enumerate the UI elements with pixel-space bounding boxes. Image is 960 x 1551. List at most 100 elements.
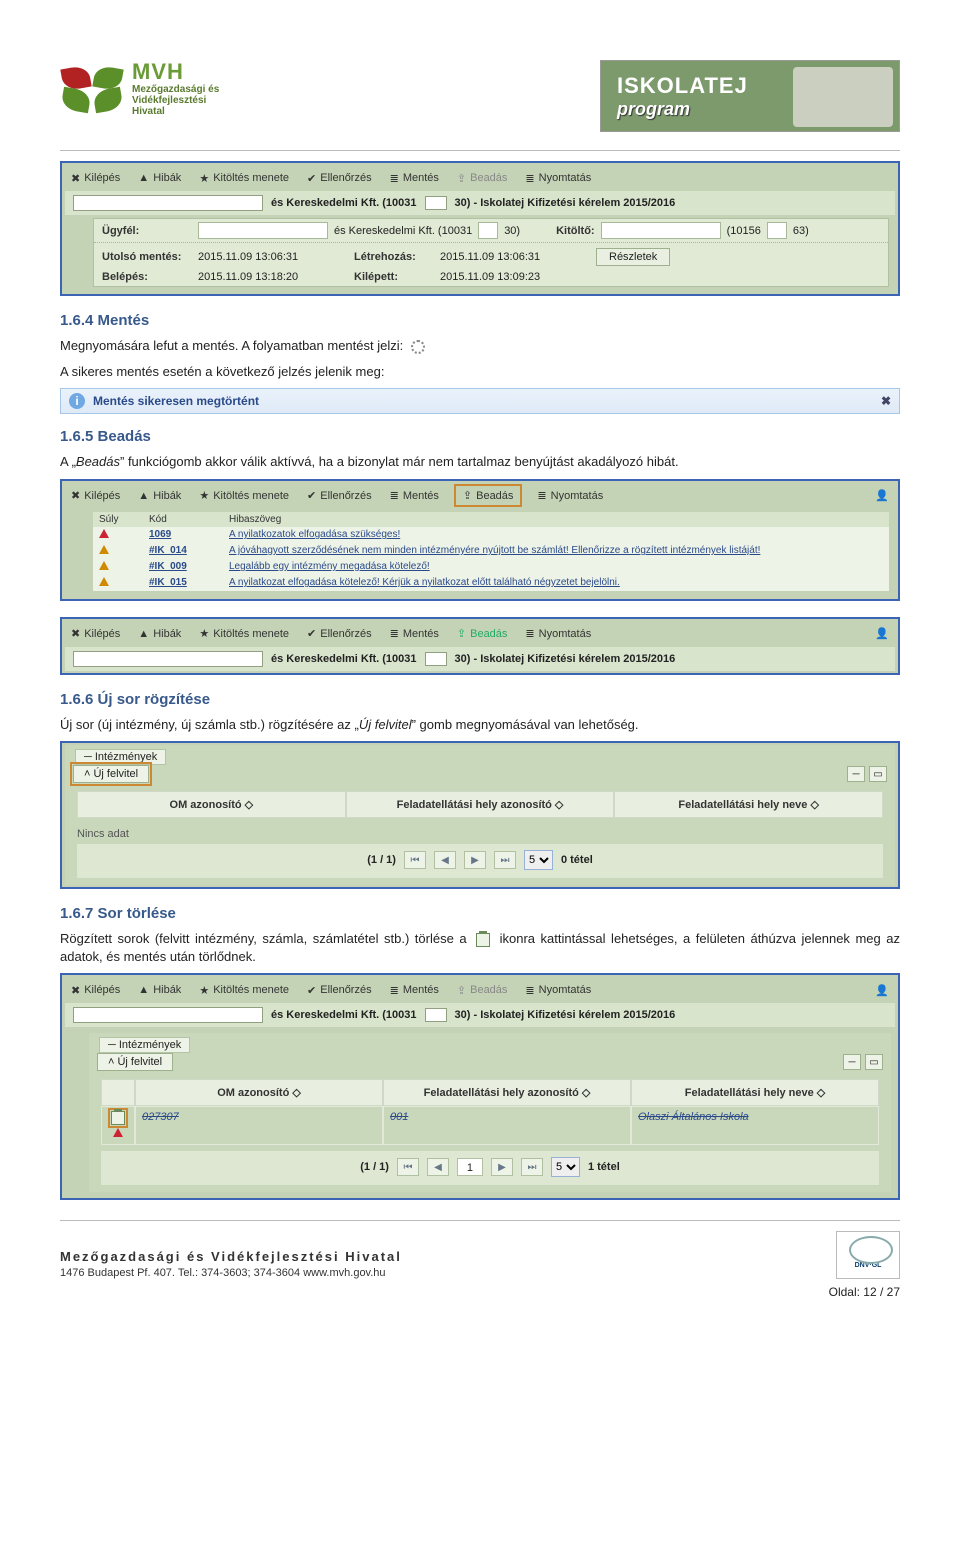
pager-count: 1 tétel (588, 1161, 620, 1173)
grid-col-fa[interactable]: Feladatellátási hely azonosító ◇ (383, 1079, 631, 1106)
masked-field (198, 222, 328, 239)
screenshot-beadas-active: ✖ Kilépés ▲ Hibák ★ Kitöltés menete ✔ El… (60, 617, 900, 675)
para-164a: Megnyomására lefut a mentés. A folyamatb… (60, 337, 900, 355)
menu-ellenorzes[interactable]: ✔ Ellenőrzés (307, 489, 372, 502)
masked-field (425, 1008, 447, 1022)
grid-col-name[interactable]: Feladatellátási hely neve ◇ (614, 791, 883, 818)
save-msg-text: Mentés sikeresen megtörtént (93, 394, 259, 408)
uj-felvitel-button[interactable]: ˄ Új felvitel (97, 1053, 173, 1071)
heading-166: 1.6.6 Új sor rögzítése (60, 691, 900, 708)
menu-mentes[interactable]: ≣ Mentés (390, 489, 439, 502)
page-header: MVH Mezőgazdasági és Vidékfejlesztési Hi… (60, 60, 900, 132)
menu-nyomtatas[interactable]: ≣ Nyomtatás (525, 984, 591, 997)
value-kilepett: 2015.11.09 13:09:23 (440, 271, 590, 283)
dnv-logo: DNV·GL (836, 1231, 900, 1279)
col-suly: Súly (93, 512, 143, 527)
pager-last[interactable]: ⏭ (494, 851, 516, 869)
ugyfel-text: 30) (504, 225, 520, 237)
menu-ellenorzes[interactable]: ✔ Ellenőrzés (307, 172, 372, 185)
kitolto-text: 63) (793, 225, 809, 237)
page-number: Oldal: 12 / 27 (60, 1285, 900, 1299)
expand-all-button[interactable]: ▭ (869, 766, 887, 782)
reszletek-button[interactable]: Részletek (596, 248, 670, 266)
pager-range: (1 / 1) (367, 854, 396, 866)
panel-toggle[interactable]: ─ Intézmények (99, 1037, 190, 1053)
kitolto-text: (10156 (727, 225, 761, 237)
banner-title: ISKOLATEJ (617, 73, 748, 99)
masked-field (478, 222, 498, 239)
menu-mentes[interactable]: ≣ Mentés (390, 172, 439, 185)
cell-fa: 001 (383, 1106, 631, 1145)
pager-page-input[interactable]: 1 (457, 1158, 483, 1176)
menu-beadas-highlighted[interactable]: ⇪ Beadás (457, 487, 520, 504)
mvh-logo-sub: Hivatal (132, 106, 219, 117)
pager-pagesize[interactable]: 5 (551, 1157, 580, 1177)
menu-mentes[interactable]: ≣ Mentés (390, 984, 439, 997)
menu-kilepes[interactable]: ✖ Kilépés (71, 489, 120, 502)
menu-ellenorzes[interactable]: ✔ Ellenőrzés (307, 984, 372, 997)
menu-beadas: ⇪ Beadás (457, 172, 508, 185)
iskolatej-banner: ISKOLATEJ program (600, 60, 900, 132)
pager-first[interactable]: ⏮ (404, 851, 426, 869)
info-panel: Ügyfél: és Kereskedelmi Kft. (10031 30) … (93, 218, 889, 287)
menu-kilepes[interactable]: ✖ Kilépés (71, 984, 120, 997)
menu-beadas-active[interactable]: ⇪ Beadás (457, 627, 508, 640)
value-utolso: 2015.11.09 13:06:31 (198, 251, 348, 263)
menu-mentes[interactable]: ≣ Mentés (390, 627, 439, 640)
masked-field (73, 651, 263, 667)
pager-next[interactable]: ▶ (491, 1158, 513, 1176)
expand-all-button[interactable]: ▭ (865, 1054, 883, 1070)
heading-165: 1.6.5 Beadás (60, 428, 900, 445)
menu-kitoltes[interactable]: ★ Kitöltés menete (199, 627, 289, 640)
col-kod: Kód (143, 512, 223, 527)
user-icon[interactable]: 👤 (875, 627, 889, 640)
grid-col-om[interactable]: OM azonosító ◇ (135, 1079, 383, 1106)
menu-ellenorzes[interactable]: ✔ Ellenőrzés (307, 627, 372, 640)
grid-col-fa[interactable]: Feladatellátási hely azonosító ◇ (346, 791, 615, 818)
cell-name: Olaszi Általános Iskola (631, 1106, 879, 1145)
pager-prev[interactable]: ◀ (434, 851, 456, 869)
collapse-all-button[interactable]: ─ (843, 1054, 861, 1070)
label-letre: Létrehozás: (354, 251, 434, 263)
grid-col-name[interactable]: Feladatellátási hely neve ◇ (631, 1079, 879, 1106)
panel-toggle[interactable]: ─ Intézmények (75, 749, 166, 765)
menu-hibak[interactable]: ▲ Hibák (138, 490, 181, 502)
banner-subtitle: program (617, 99, 748, 120)
menu-nyomtatas[interactable]: ≣ Nyomtatás (525, 172, 591, 185)
user-icon[interactable]: 👤 (875, 489, 889, 502)
pager-first[interactable]: ⏮ (397, 1158, 419, 1176)
menu-nyomtatas[interactable]: ≣ Nyomtatás (525, 627, 591, 640)
menu-kitoltes[interactable]: ★ Kitöltés menete (199, 172, 289, 185)
user-icon[interactable]: 👤 (875, 984, 889, 997)
screenshot-deleted-row: ✖ Kilépés ▲ Hibák ★ Kitöltés menete ✔ El… (60, 973, 900, 1200)
row-delete-button[interactable] (111, 1111, 125, 1125)
menu-nyomtatas[interactable]: ≣ Nyomtatás (537, 489, 603, 502)
grid-pager: (1 / 1) ⏮ ◀ ▶ ⏭ 5 0 tétel (77, 844, 883, 878)
menu-kitoltes[interactable]: ★ Kitöltés menete (199, 984, 289, 997)
pager-pagesize[interactable]: 5 (524, 850, 553, 870)
menu-kilepes[interactable]: ✖ Kilépés (71, 172, 120, 185)
para-167: Rögzített sorok (felvitt intézmény, szám… (60, 930, 900, 965)
close-icon[interactable]: ✖ (881, 394, 891, 408)
menu-kitoltes[interactable]: ★ Kitöltés menete (199, 489, 289, 502)
label-utolso: Utolsó mentés: (102, 251, 192, 263)
menu-hibak[interactable]: ▲ Hibák (138, 172, 181, 184)
uj-felvitel-button[interactable]: ˄ Új felvitel (73, 765, 149, 783)
pager-last[interactable]: ⏭ (521, 1158, 543, 1176)
grid-empty-text: Nincs adat (69, 824, 891, 844)
menu-kilepes[interactable]: ✖ Kilépés (71, 627, 120, 640)
title-strip: és Kereskedelmi Kft. (10031 30) - Iskola… (65, 191, 895, 215)
collapse-all-button[interactable]: ─ (847, 766, 865, 782)
label-belepes: Belépés: (102, 271, 192, 283)
masked-field (425, 196, 447, 210)
heading-164: 1.6.4 Mentés (60, 312, 900, 329)
menu-hibak[interactable]: ▲ Hibák (138, 628, 181, 640)
menu-beadas: ⇪ Beadás (457, 984, 508, 997)
menu-hibak[interactable]: ▲ Hibák (138, 984, 181, 996)
pager-prev[interactable]: ◀ (427, 1158, 449, 1176)
pager-next[interactable]: ▶ (464, 851, 486, 869)
value-letre: 2015.11.09 13:06:31 (440, 251, 590, 263)
mvh-logo-sub: Mezőgazdasági és (132, 84, 219, 95)
warning-icon (113, 1128, 123, 1137)
grid-col-om[interactable]: OM azonosító ◇ (77, 791, 346, 818)
